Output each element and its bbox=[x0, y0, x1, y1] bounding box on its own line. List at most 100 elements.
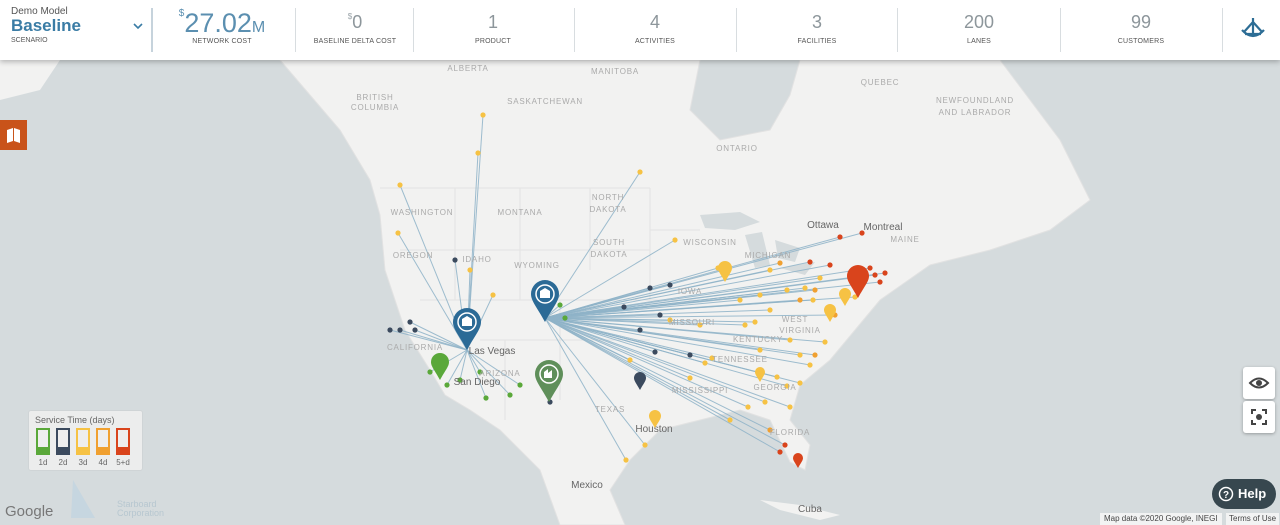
map-label: SASKATCHEWAN bbox=[507, 97, 583, 106]
focus-button[interactable] bbox=[1243, 401, 1275, 433]
customer bbox=[767, 267, 773, 273]
legend-swatch bbox=[96, 428, 110, 455]
lane bbox=[466, 349, 481, 373]
customer bbox=[852, 294, 858, 300]
pin-body bbox=[847, 265, 869, 298]
pin-body bbox=[755, 367, 765, 382]
map-label: TENNESSEE bbox=[712, 355, 768, 364]
map-label: CALIFORNIA bbox=[387, 343, 443, 352]
currency: $ bbox=[347, 12, 353, 21]
divider bbox=[413, 8, 414, 52]
customer bbox=[687, 352, 693, 358]
customer bbox=[557, 302, 563, 308]
metric-label: LANES bbox=[967, 38, 991, 45]
map-label: WASHINGTON bbox=[391, 208, 454, 217]
customer bbox=[637, 169, 643, 175]
lane bbox=[544, 317, 766, 403]
lane bbox=[544, 317, 786, 446]
facility-pin bbox=[535, 360, 563, 402]
pin-body bbox=[839, 288, 851, 306]
metric: 200 LANES bbox=[904, 12, 1054, 45]
customer bbox=[475, 150, 481, 156]
customer bbox=[762, 399, 768, 405]
divider bbox=[897, 8, 898, 52]
map-label: MISSISSIPPI bbox=[672, 386, 728, 395]
pin-body bbox=[718, 261, 732, 282]
customer-pin bbox=[431, 353, 449, 380]
customer bbox=[757, 292, 763, 298]
lane bbox=[544, 281, 881, 319]
customer bbox=[837, 234, 843, 240]
land bbox=[0, 60, 60, 100]
model-name: Demo Model bbox=[11, 6, 68, 17]
map-label: NORTH bbox=[592, 193, 624, 202]
borders bbox=[380, 187, 720, 420]
lane bbox=[466, 349, 521, 386]
legend-label: 5+d bbox=[116, 458, 130, 467]
lane bbox=[544, 317, 788, 387]
layers-button[interactable] bbox=[0, 120, 27, 150]
pin-body bbox=[634, 372, 646, 390]
lane bbox=[544, 262, 781, 319]
legend-title: Service Time (days) bbox=[35, 415, 115, 425]
lane bbox=[389, 329, 468, 351]
customer bbox=[444, 382, 450, 388]
legend: Service Time (days) 1d 2d 3d 4d 5+d bbox=[28, 410, 143, 471]
lane bbox=[544, 317, 627, 461]
customer bbox=[817, 275, 823, 281]
help-icon: ? bbox=[1218, 486, 1234, 502]
map-label: OREGON bbox=[393, 251, 433, 260]
scenario-name[interactable]: Baseline bbox=[11, 16, 81, 35]
lane bbox=[544, 317, 691, 379]
starboard-logo bbox=[71, 480, 95, 518]
customer bbox=[727, 417, 733, 423]
customer bbox=[627, 357, 633, 363]
customer bbox=[757, 347, 763, 353]
lane bbox=[466, 349, 511, 396]
help-button[interactable]: ? Help bbox=[1212, 479, 1276, 509]
customer bbox=[387, 327, 393, 333]
terms-link[interactable]: Terms of Use bbox=[1226, 513, 1280, 525]
map-label: TEXAS bbox=[595, 405, 625, 414]
customer bbox=[395, 230, 401, 236]
lane bbox=[544, 261, 811, 319]
map-label: MICHIGAN bbox=[745, 251, 791, 260]
company-line: Starboard bbox=[117, 499, 157, 509]
customer bbox=[859, 230, 865, 236]
pin-body bbox=[531, 280, 559, 322]
customer-pin bbox=[718, 261, 732, 282]
customer bbox=[452, 257, 458, 263]
map-label: WEST bbox=[782, 315, 808, 324]
metric-value: 200 bbox=[963, 12, 995, 32]
metric-label: NETWORK COST bbox=[192, 38, 252, 45]
customer bbox=[810, 297, 816, 303]
map-label: BRITISH bbox=[356, 93, 393, 102]
visibility-button[interactable] bbox=[1243, 367, 1275, 399]
customer bbox=[767, 307, 773, 313]
pin-body bbox=[824, 304, 836, 322]
customer bbox=[667, 282, 673, 288]
metric: 4 ACTIVITIES bbox=[580, 12, 730, 45]
customer bbox=[407, 319, 413, 325]
customer bbox=[652, 349, 658, 355]
metric-label: CUSTOMERS bbox=[1117, 38, 1165, 45]
pin-body bbox=[649, 410, 661, 428]
customer bbox=[797, 380, 803, 386]
logo-icon[interactable] bbox=[1238, 16, 1268, 42]
pin-face bbox=[457, 312, 477, 332]
customer bbox=[787, 337, 793, 343]
lane bbox=[544, 317, 701, 326]
lane bbox=[544, 239, 676, 319]
customer bbox=[784, 287, 790, 293]
map-label: Houston bbox=[635, 424, 672, 435]
eye-icon bbox=[1248, 377, 1270, 389]
legend-swatch bbox=[56, 428, 70, 455]
facility-pin bbox=[531, 280, 559, 322]
customer bbox=[702, 360, 708, 366]
customer-pin bbox=[755, 367, 765, 382]
dropdown-arrow[interactable] bbox=[132, 22, 144, 32]
customer bbox=[642, 442, 648, 448]
lane bbox=[414, 329, 468, 351]
